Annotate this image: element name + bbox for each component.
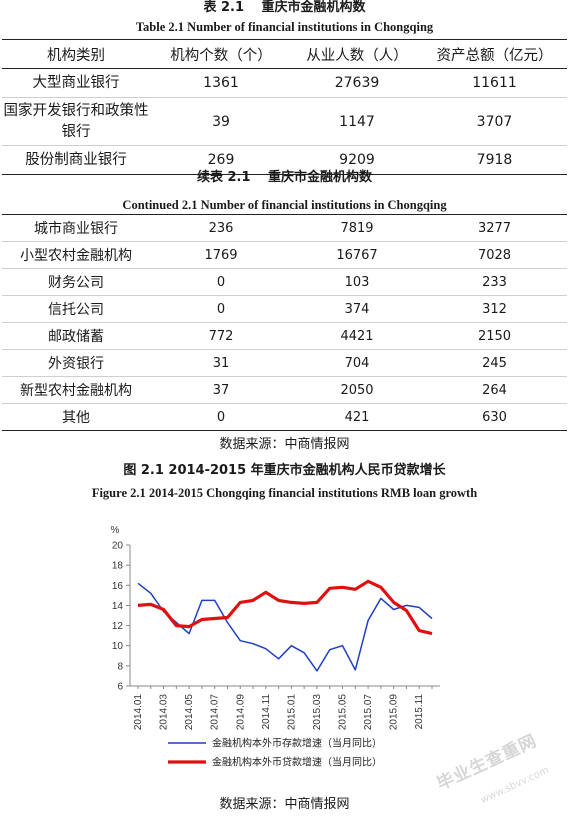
- x-tick-label: 2014.05: [184, 694, 195, 731]
- x-tick-label: 2015.07: [363, 694, 374, 731]
- cell-count: 37: [150, 376, 292, 404]
- col-header-count: 机构个数（个）: [150, 39, 292, 69]
- table-row: 邮政储蓄 772 4421 2150: [2, 322, 567, 350]
- legend-label-loan: 金融机构本外币贷款增速（当月同比）: [212, 756, 382, 769]
- cell-employees: 103: [292, 268, 422, 296]
- table2-caption-cn: 续表 2.1 重庆市金融机构数: [196, 170, 373, 185]
- table2: 城市商业银行 236 7819 3277 小型农村金融机构 1769 16767…: [2, 214, 567, 431]
- table-row: 股份制商业银行 269 9209 7918: [2, 145, 567, 175]
- row-label: 信托公司: [2, 295, 150, 323]
- y-tick-label: 10: [112, 641, 124, 652]
- table-row: 小型农村金融机构 1769 16767 7028: [2, 241, 567, 269]
- y-tick-label: 20: [112, 541, 124, 552]
- row-label: 小型农村金融机构: [2, 241, 150, 269]
- x-tick-label: 2014.07: [210, 694, 221, 731]
- cell-assets: 3277: [422, 214, 567, 242]
- y-tick-label: 16: [112, 581, 124, 592]
- table-row: 大型商业银行 1361 27639 11611: [2, 68, 567, 98]
- cell-employees: 2050: [292, 376, 422, 404]
- x-tick-label: 2015.11: [414, 694, 425, 730]
- cell-assets: 264: [422, 376, 567, 404]
- col-header-assets: 资产总额（亿元）: [422, 39, 567, 69]
- table-row: 新型农村金融机构 37 2050 264: [2, 376, 567, 404]
- x-tick-label: 2014.03: [159, 694, 170, 731]
- table-row: 信托公司 0 374 312: [2, 295, 567, 323]
- y-tick-label: 18: [112, 561, 124, 572]
- x-tick-label: 2015.09: [389, 694, 400, 731]
- cell-assets: 245: [422, 349, 567, 377]
- cell-employees: 7819: [292, 214, 422, 242]
- cell-assets: 630: [422, 403, 567, 431]
- y-axis-unit-label: %: [111, 525, 120, 536]
- y-tick-label: 8: [117, 661, 123, 672]
- row-label: 城市商业银行: [2, 214, 150, 242]
- table1: 机构类别 机构个数（个） 从业人数（人） 资产总额（亿元） 大型商业银行 136…: [2, 39, 567, 175]
- table-row: 其他 0 421 630: [2, 403, 567, 431]
- table-row: 国家开发银行和政策性银行 39 1147 3707: [2, 97, 567, 146]
- cell-assets: 2150: [422, 322, 567, 350]
- legend-label-deposit: 金融机构本外币存款增速（当月同比）: [212, 737, 382, 750]
- cell-assets: 312: [422, 295, 567, 323]
- cell-employees: 374: [292, 295, 422, 323]
- table-row: 外资银行 31 704 245: [2, 349, 567, 377]
- row-label: 股份制商业银行: [2, 145, 150, 175]
- source-note-2: 数据来源：中商情报网: [219, 797, 350, 812]
- table2-caption-en: Continued 2.1 Number of financial instit…: [122, 198, 447, 212]
- row-label: 邮政储蓄: [2, 322, 150, 350]
- cell-assets: 7918: [422, 145, 567, 175]
- table-row: 财务公司 0 103 233: [2, 268, 567, 296]
- cell-employees: 704: [292, 349, 422, 377]
- loan-growth-line-chart: 6 8 10 12 14 16 18 20% 2014.01 2014.03 2014.05 2014…: [111, 525, 440, 769]
- figure-caption-cn: 图 2.1 2014-2015 年重庆市金融机构人民币贷款增长: [123, 463, 446, 478]
- x-tick-label: 2015.01: [286, 694, 297, 731]
- cell-count: 1769: [150, 241, 292, 269]
- x-tick-label: 2015.03: [312, 694, 323, 731]
- cell-employees: 9209: [292, 145, 422, 175]
- y-tick-label: 14: [112, 601, 124, 612]
- cell-assets: 3707: [422, 97, 567, 146]
- cell-count: 0: [150, 295, 292, 323]
- cell-count: 269: [150, 145, 292, 175]
- x-tick-label: 2014.11: [261, 694, 272, 730]
- x-tick-label: 2014.01: [133, 694, 144, 731]
- cell-count: 0: [150, 403, 292, 431]
- col-header-category: 机构类别: [2, 39, 150, 69]
- row-label: 外资银行: [2, 349, 150, 377]
- cell-count: 236: [150, 214, 292, 242]
- row-label: 大型商业银行: [2, 68, 150, 98]
- cell-count: 0: [150, 268, 292, 296]
- x-tick-label: 2014.09: [235, 694, 246, 731]
- table1-header-row: 机构类别 机构个数（个） 从业人数（人） 资产总额（亿元）: [2, 39, 567, 69]
- cell-employees: 16767: [292, 241, 422, 269]
- cell-employees: 27639: [292, 68, 422, 98]
- table2-container: 城市商业银行 236 7819 3277 小型农村金融机构 1769 16767…: [0, 214, 567, 431]
- table1-container: 机构类别 机构个数（个） 从业人数（人） 资产总额（亿元） 大型商业银行 136…: [0, 39, 567, 175]
- col-header-employees: 从业人数（人）: [292, 39, 422, 69]
- cell-employees: 1147: [292, 97, 422, 146]
- cell-count: 772: [150, 322, 292, 350]
- y-tick-label: 12: [112, 621, 124, 632]
- table1-caption-en: Table 2.1 Number of financial institutio…: [135, 20, 434, 34]
- y-tick-label: 6: [117, 682, 123, 693]
- figure-caption-en: Figure 2.1 2014-2015 Chongqing financial…: [91, 486, 478, 500]
- row-label: 财务公司: [2, 268, 150, 296]
- row-label: 新型农村金融机构: [2, 376, 150, 404]
- cell-assets: 7028: [422, 241, 567, 269]
- cell-count: 1361: [150, 68, 292, 98]
- cell-employees: 4421: [292, 322, 422, 350]
- table-row: 城市商业银行 236 7819 3277: [2, 214, 567, 242]
- row-label: 国家开发银行和政策性银行: [2, 97, 150, 146]
- cell-count: 31: [150, 349, 292, 377]
- deposit-growth-series-line: [137, 582, 433, 672]
- source-note-1: 数据来源：中商情报网: [219, 437, 350, 452]
- row-label: 其他: [2, 403, 150, 431]
- cell-employees: 421: [292, 403, 422, 431]
- cell-count: 39: [150, 97, 292, 146]
- x-tick-label: 2015.05: [338, 694, 349, 731]
- loan-growth-series-line: [137, 579, 433, 636]
- cell-assets: 11611: [422, 68, 567, 98]
- cell-assets: 233: [422, 268, 567, 296]
- table1-caption-cn: 表 2.1 重庆市金融机构数: [203, 0, 366, 15]
